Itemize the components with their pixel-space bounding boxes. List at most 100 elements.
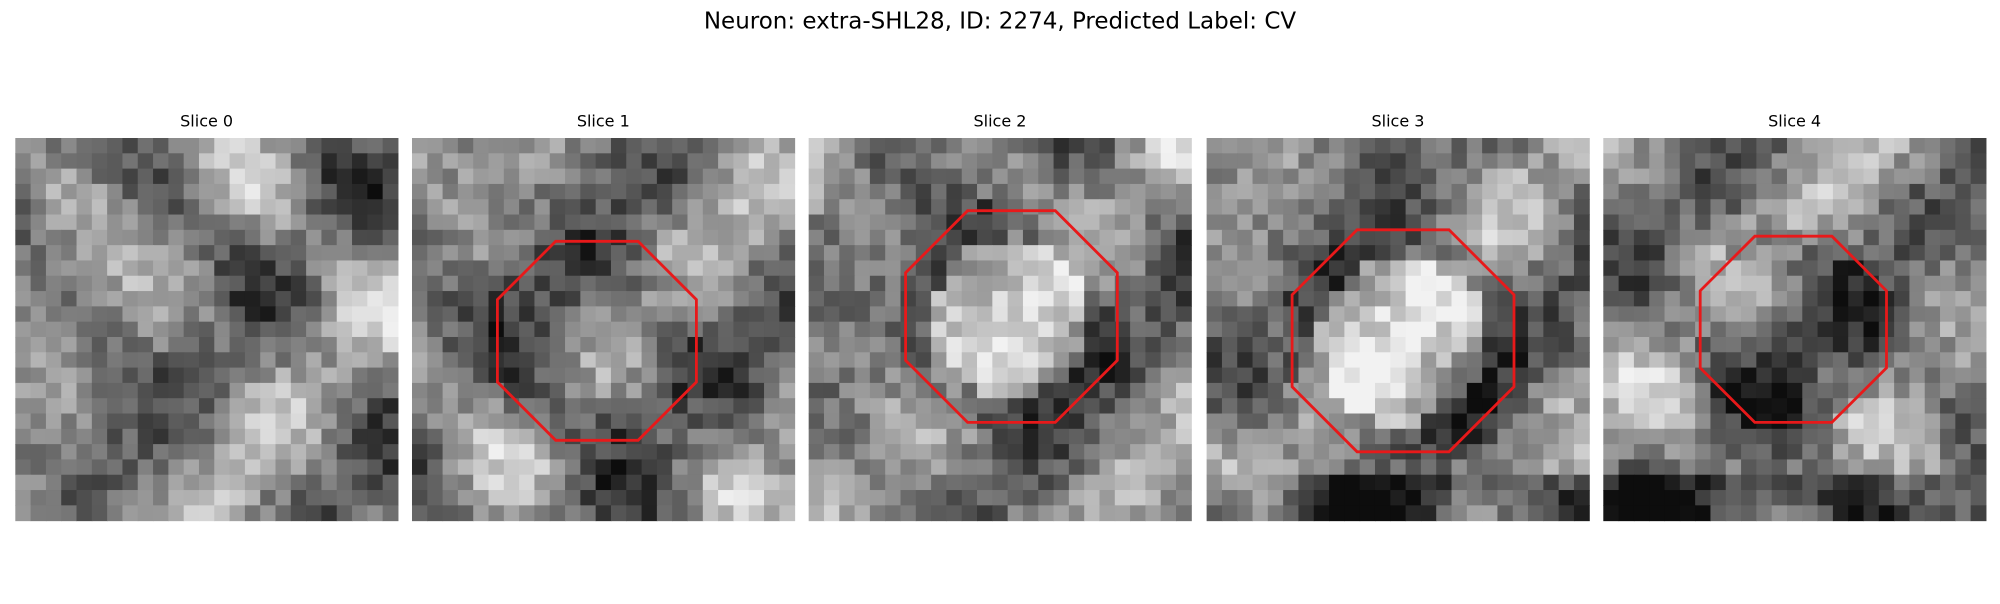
pixel xyxy=(1603,428,1620,445)
pixel xyxy=(122,168,139,185)
pixel xyxy=(1802,336,1819,353)
pixel xyxy=(915,229,932,246)
pixel xyxy=(626,490,643,506)
pixel xyxy=(641,229,658,246)
pixel xyxy=(367,490,384,506)
pixel xyxy=(107,413,123,430)
pixel xyxy=(1053,382,1070,399)
pixel xyxy=(1007,183,1024,200)
pixel xyxy=(808,138,825,154)
pixel xyxy=(900,459,917,476)
pixel xyxy=(442,229,459,246)
pixel xyxy=(1313,474,1330,491)
pixel xyxy=(1130,245,1146,261)
pixel xyxy=(1558,214,1575,231)
pixel xyxy=(214,413,231,430)
pixel xyxy=(1466,321,1483,338)
pixel xyxy=(823,413,840,430)
pixel xyxy=(290,138,307,154)
pixel xyxy=(122,382,139,399)
pixel xyxy=(153,260,169,277)
pixel xyxy=(1267,153,1284,170)
pixel xyxy=(1405,352,1422,369)
pixel xyxy=(519,459,535,476)
pixel xyxy=(488,474,505,491)
pixel xyxy=(656,352,673,369)
pixel xyxy=(1145,275,1162,292)
pixel xyxy=(198,382,215,399)
pixel xyxy=(1955,367,1972,384)
pixel xyxy=(1924,214,1941,231)
pixel xyxy=(1618,229,1635,246)
pixel xyxy=(1022,505,1039,522)
pixel xyxy=(107,229,123,246)
pixel xyxy=(290,153,307,170)
pixel xyxy=(534,459,551,476)
pixel xyxy=(367,138,384,154)
pixel xyxy=(687,199,704,216)
pixel xyxy=(1436,367,1453,384)
pixel xyxy=(1558,245,1575,261)
pixel xyxy=(45,214,62,231)
pixel xyxy=(427,260,444,277)
pixel xyxy=(1649,306,1666,323)
pixel xyxy=(1420,428,1437,445)
pixel xyxy=(183,398,200,415)
pixel xyxy=(1130,474,1146,491)
pixel xyxy=(1298,444,1315,460)
pixel xyxy=(473,382,490,399)
pixel xyxy=(1206,275,1223,292)
pixel xyxy=(1160,245,1177,261)
pixel xyxy=(1817,245,1834,261)
pixel xyxy=(1940,490,1956,506)
pixel xyxy=(168,336,185,353)
pixel xyxy=(1832,367,1849,384)
pixel xyxy=(900,413,917,430)
pixel xyxy=(733,321,750,338)
pixel xyxy=(1390,505,1407,522)
pixel xyxy=(411,214,428,231)
pixel xyxy=(153,183,169,200)
pixel xyxy=(779,382,796,399)
pixel xyxy=(931,214,947,231)
pixel xyxy=(839,505,856,522)
pixel xyxy=(595,367,612,384)
pixel xyxy=(122,413,139,430)
pixel xyxy=(1863,245,1880,261)
pixel xyxy=(290,306,307,323)
pixel xyxy=(61,444,78,460)
pixel xyxy=(672,321,688,338)
pixel xyxy=(1512,291,1529,307)
pixel xyxy=(1420,306,1437,323)
pixel xyxy=(1679,291,1696,307)
pixel xyxy=(549,382,566,399)
pixel xyxy=(457,459,474,476)
pixel xyxy=(808,199,825,216)
pixel xyxy=(1741,229,1757,246)
pixel xyxy=(1909,367,1926,384)
pixel xyxy=(61,413,78,430)
pixel xyxy=(244,153,261,170)
pixel xyxy=(1130,306,1146,323)
pixel xyxy=(733,138,750,154)
pixel xyxy=(1344,505,1361,522)
pixel xyxy=(1176,413,1192,430)
pixel xyxy=(1771,245,1788,261)
pixel xyxy=(595,199,612,216)
pixel xyxy=(1940,214,1956,231)
pixel xyxy=(244,428,261,445)
pixel xyxy=(748,138,765,154)
pixel xyxy=(519,245,535,261)
pixel xyxy=(1497,505,1514,522)
pixel xyxy=(748,168,765,185)
pixel xyxy=(15,428,32,445)
pixel xyxy=(153,168,169,185)
pixel xyxy=(1114,413,1131,430)
pixel xyxy=(1068,382,1085,399)
pixel xyxy=(352,229,368,246)
pixel xyxy=(1038,306,1055,323)
pixel xyxy=(91,398,108,415)
pixel xyxy=(503,352,520,369)
pixel xyxy=(1114,199,1131,216)
pixel xyxy=(1786,428,1803,445)
